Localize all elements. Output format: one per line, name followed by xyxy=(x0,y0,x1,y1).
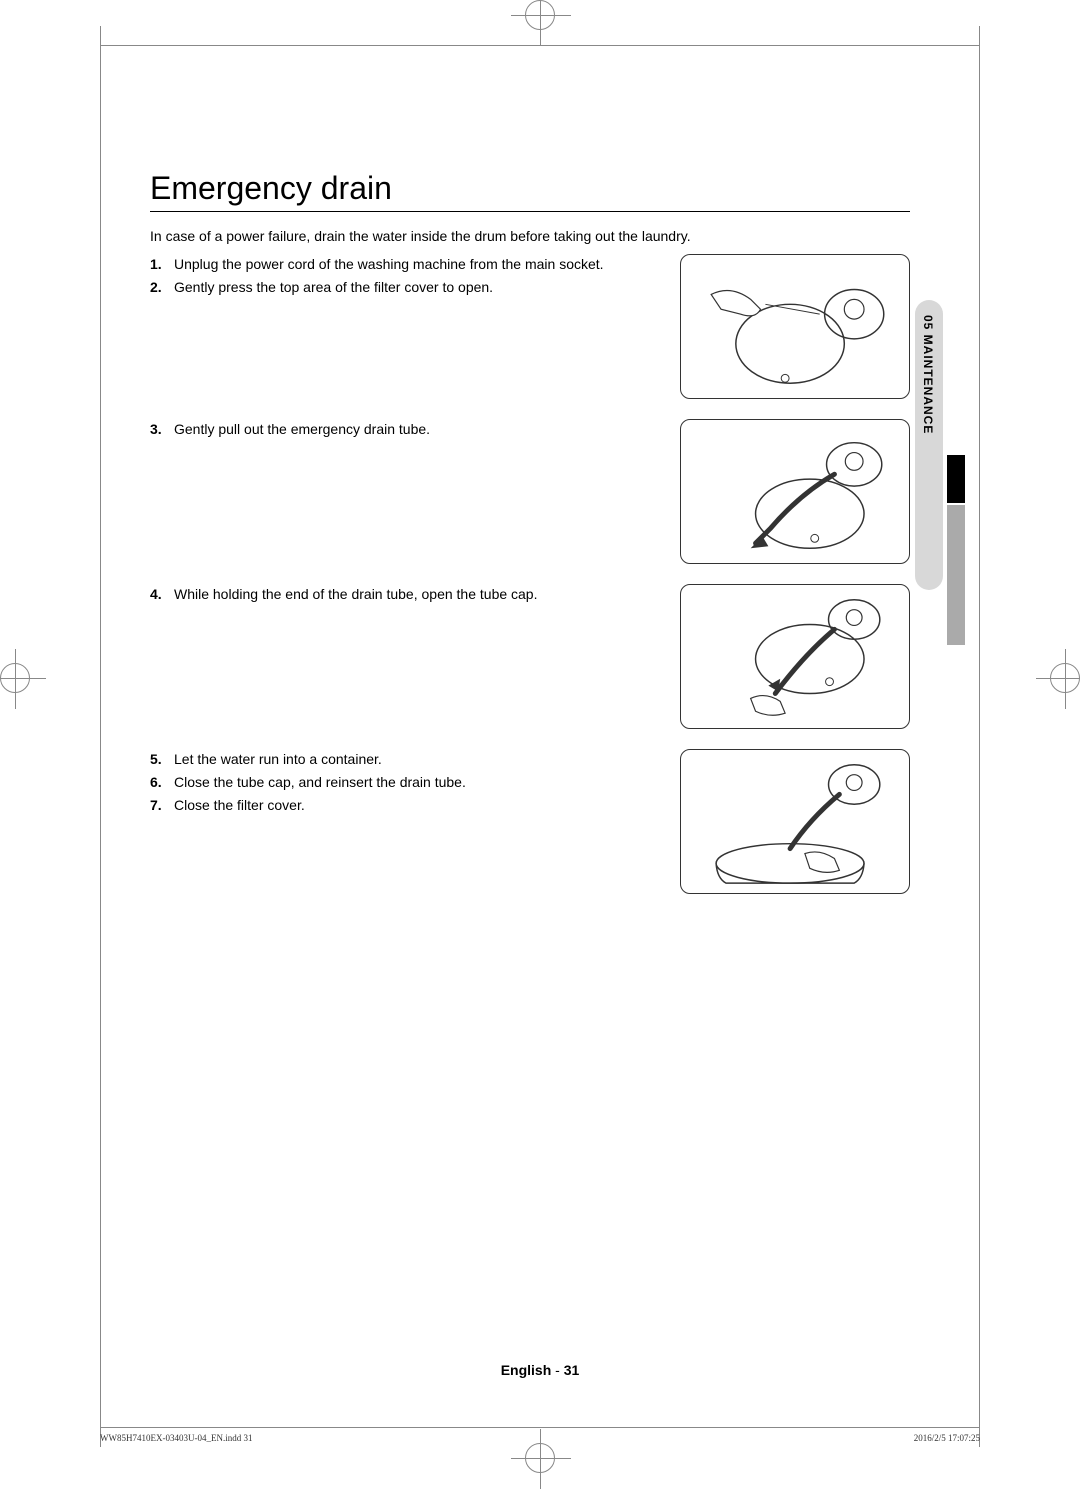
page-title: Emergency drain xyxy=(150,170,910,212)
footer-page-number: 31 xyxy=(564,1362,580,1378)
step-block: 1. Unplug the power cord of the washing … xyxy=(150,254,910,399)
step-text: While holding the end of the drain tube,… xyxy=(174,584,538,605)
footer-language: English xyxy=(501,1362,552,1378)
step-text: Let the water run into a container. xyxy=(174,749,382,770)
step-text: Gently press the top area of the filter … xyxy=(174,277,493,298)
step-item: 3. Gently pull out the emergency drain t… xyxy=(150,419,660,440)
step-block: 5. Let the water run into a container. 6… xyxy=(150,749,910,894)
print-file-info: WW85H7410EX-03403U-04_EN.indd 31 xyxy=(100,1433,252,1443)
print-date-info: 2016/2/5 17:07:25 xyxy=(914,1433,980,1443)
page-footer: English - 31 xyxy=(0,1362,1080,1378)
crop-mark-left xyxy=(0,663,30,693)
step-number: 5. xyxy=(150,749,174,770)
footer-separator: - xyxy=(551,1362,563,1378)
step-number: 2. xyxy=(150,277,174,298)
section-tab-label: 05 MAINTENANCE xyxy=(921,315,935,434)
step-item: 2. Gently press the top area of the filt… xyxy=(150,277,660,298)
intro-text: In case of a power failure, drain the wa… xyxy=(150,228,910,244)
step-item: 7. Close the filter cover. xyxy=(150,795,660,816)
step-item: 1. Unplug the power cord of the washing … xyxy=(150,254,660,275)
step-block: 4. While holding the end of the drain tu… xyxy=(150,584,910,729)
step-text: Close the tube cap, and reinsert the dra… xyxy=(174,772,466,793)
step-number: 7. xyxy=(150,795,174,816)
page-content: Emergency drain In case of a power failu… xyxy=(150,170,910,1353)
crop-mark-top xyxy=(525,0,555,30)
step-number: 1. xyxy=(150,254,174,275)
step-item: 6. Close the tube cap, and reinsert the … xyxy=(150,772,660,793)
step-item: 5. Let the water run into a container. xyxy=(150,749,660,770)
step-block: 3. Gently pull out the emergency drain t… xyxy=(150,419,910,564)
crop-mark-bottom xyxy=(525,1443,555,1473)
step-number: 6. xyxy=(150,772,174,793)
step-item: 4. While holding the end of the drain tu… xyxy=(150,584,660,605)
step-number: 4. xyxy=(150,584,174,605)
step-text: Unplug the power cord of the washing mac… xyxy=(174,254,604,275)
illustration-open-filter-cover xyxy=(680,254,910,399)
illustration-open-tube-cap xyxy=(680,584,910,729)
illustration-pull-drain-tube xyxy=(680,419,910,564)
illustration-drain-into-container xyxy=(680,749,910,894)
crop-mark-right xyxy=(1050,663,1080,693)
step-number: 3. xyxy=(150,419,174,440)
step-text: Gently pull out the emergency drain tube… xyxy=(174,419,430,440)
step-text: Close the filter cover. xyxy=(174,795,305,816)
section-tab: 05 MAINTENANCE xyxy=(915,300,965,630)
